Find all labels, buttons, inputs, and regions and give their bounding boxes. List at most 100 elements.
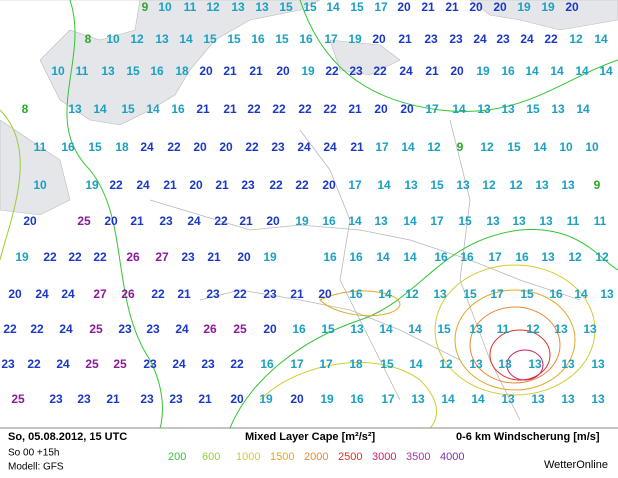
shear-value: 20 (397, 0, 411, 14)
shear-value: 20 (193, 140, 207, 154)
shear-value: 19 (320, 392, 334, 406)
shear-value: 11 (184, 0, 197, 14)
shear-value: 16 (292, 322, 306, 336)
shear-value: 13 (456, 178, 470, 192)
shear-value: 13 (512, 214, 526, 228)
shear-value: 22 (93, 250, 107, 264)
shear-value: 27 (93, 287, 107, 301)
shear-value: 25 (233, 322, 247, 336)
shear-value: 13 (501, 102, 515, 116)
shear-value: 20 (263, 322, 277, 336)
date: So, 05.08.2012, 15 UTC (8, 431, 127, 443)
shear-value: 20 (565, 0, 579, 14)
shear-value: 22 (230, 357, 244, 371)
shear-value: 15 (430, 178, 444, 192)
shear-value: 22 (151, 287, 165, 301)
shear-value: 14 (403, 250, 417, 264)
shear-value: 21 (196, 102, 210, 116)
shear-value: 21 (207, 250, 221, 264)
shear-value: 16 (260, 357, 274, 371)
shear-value: 13 (561, 392, 575, 406)
shear-value: 25 (113, 357, 127, 371)
shear-value: 25 (85, 357, 99, 371)
shear-value: 9 (457, 140, 464, 154)
shear-value: 23 (263, 287, 277, 301)
shear-value: 9 (594, 178, 601, 192)
shear-value: 14 (376, 250, 390, 264)
shear-value: 21 (130, 214, 144, 228)
shear-value: 16 (349, 287, 363, 301)
shear-value: 22 (233, 287, 247, 301)
shear-value: 13 (255, 0, 269, 14)
shear-value: 19 (15, 250, 29, 264)
shear-value: 22 (214, 214, 228, 228)
shear-value: 12 (595, 250, 609, 264)
shear-value: 15 (321, 322, 335, 336)
shear-value: 8 (85, 32, 92, 46)
shear-value: 13 (561, 357, 575, 371)
shear-value: 22 (245, 140, 259, 154)
shear-value: 13 (404, 178, 418, 192)
shear-value: 15 (88, 140, 102, 154)
cape-contours (0, 0, 618, 429)
shear-value: 23 (271, 140, 285, 154)
shear-value: 17 (319, 357, 333, 371)
shear-value: 24 (172, 357, 186, 371)
shear-value: 20 (189, 178, 203, 192)
shear-value: 16 (299, 32, 313, 46)
shear-value: 19 (348, 32, 362, 46)
shear-value: 14 (403, 214, 417, 228)
cape-legend-label: 2500 (338, 451, 362, 463)
shear-value: 21 (223, 102, 237, 116)
shear-value: 24 (399, 64, 413, 78)
shear-value: 13 (469, 322, 483, 336)
shear-value: 21 (106, 392, 120, 406)
shear-value: 13 (591, 357, 605, 371)
shear-value: 15 (507, 140, 521, 154)
shear-value: 24 (473, 32, 487, 46)
shear-value: 16 (251, 32, 265, 46)
shear-value: 24 (59, 322, 73, 336)
shear-value: 12 (130, 32, 144, 46)
shear-value: 13 (374, 214, 388, 228)
shear-value: 24 (520, 32, 534, 46)
shear-value: 13 (498, 357, 512, 371)
shear-value: 13 (433, 287, 447, 301)
brand: WetterOnline (544, 459, 608, 471)
shear-value: 20 (230, 392, 244, 406)
shear-value: 15 (279, 0, 293, 14)
shear-value: 19 (517, 0, 531, 14)
cape-legend-label: 3500 (406, 451, 430, 463)
shear-value: 21 (249, 64, 263, 78)
borders (149, 119, 581, 421)
shear-value: 16 (150, 64, 164, 78)
shear-value: 19 (476, 64, 490, 78)
shear-value: 14 (452, 102, 466, 116)
shear-value: 23 (424, 32, 438, 46)
shear-value: 20 (8, 287, 22, 301)
shear-value: 22 (325, 64, 339, 78)
shear-value: 11 (34, 140, 47, 154)
shear-value: 22 (3, 322, 17, 336)
shear-value: 24 (297, 140, 311, 154)
shear-value: 14 (576, 102, 590, 116)
shear-value: 21 (445, 0, 459, 14)
shear-value: 20 (219, 140, 233, 154)
shear-value: 13 (101, 64, 115, 78)
shear-value: 22 (323, 102, 337, 116)
shear-value: 23 (181, 250, 195, 264)
shear-value: 12 (427, 140, 441, 154)
shear-value: 11 (497, 322, 510, 336)
shear-value: 20 (23, 214, 37, 228)
shear-value: 13 (541, 250, 555, 264)
shear-value: 24 (323, 140, 337, 154)
shear-value: 15 (526, 102, 540, 116)
run: So 00 +15h (8, 448, 59, 459)
shear-value: 15 (463, 287, 477, 301)
shear-value: 24 (175, 322, 189, 336)
shear-value: 20 (199, 64, 213, 78)
shear-value: 13 (600, 287, 614, 301)
shear-value: 8 (22, 102, 29, 116)
shear-value: 10 (559, 140, 573, 154)
